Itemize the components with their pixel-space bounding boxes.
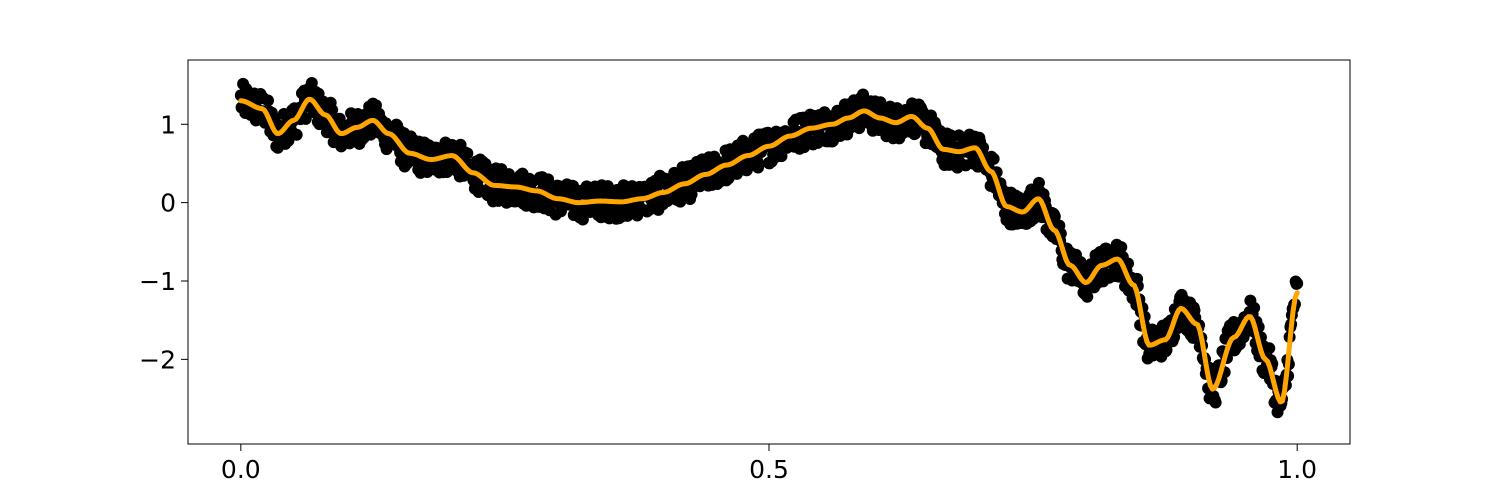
scatter-point	[987, 152, 1000, 165]
scatter-point	[262, 94, 274, 107]
noisy-scatter-series	[234, 77, 1304, 419]
x-tick-label: 1.0	[1277, 455, 1317, 484]
scatter-point	[1081, 290, 1094, 303]
scatter-point	[752, 161, 765, 174]
scatter-point	[1160, 343, 1173, 356]
scatter-point	[1291, 277, 1304, 290]
scatter-point	[542, 173, 555, 186]
y-axis: 1 0 −1 −2	[139, 110, 188, 374]
fitted-curve	[238, 96, 1300, 405]
scatter-point	[1115, 241, 1128, 254]
scatter-point	[1263, 342, 1276, 355]
y-tick-label: −1	[139, 267, 176, 296]
y-tick-label: 1	[160, 110, 176, 139]
x-tick-label: 0.0	[221, 455, 261, 484]
scatter-point	[461, 147, 474, 160]
scatter-point	[326, 103, 339, 116]
scatter-point	[1248, 301, 1261, 314]
y-tick-label: −2	[139, 345, 176, 374]
scatter-point	[473, 183, 486, 196]
x-tick-label: 0.5	[749, 455, 789, 484]
plot-area	[234, 77, 1304, 419]
y-tick-label: 0	[160, 189, 176, 218]
x-axis: 0.0 0.5 1.0	[221, 444, 1317, 484]
scatter-point	[290, 128, 303, 141]
scatter-point	[282, 134, 295, 147]
scatter-point	[944, 129, 957, 142]
scatter-point	[1209, 396, 1222, 409]
